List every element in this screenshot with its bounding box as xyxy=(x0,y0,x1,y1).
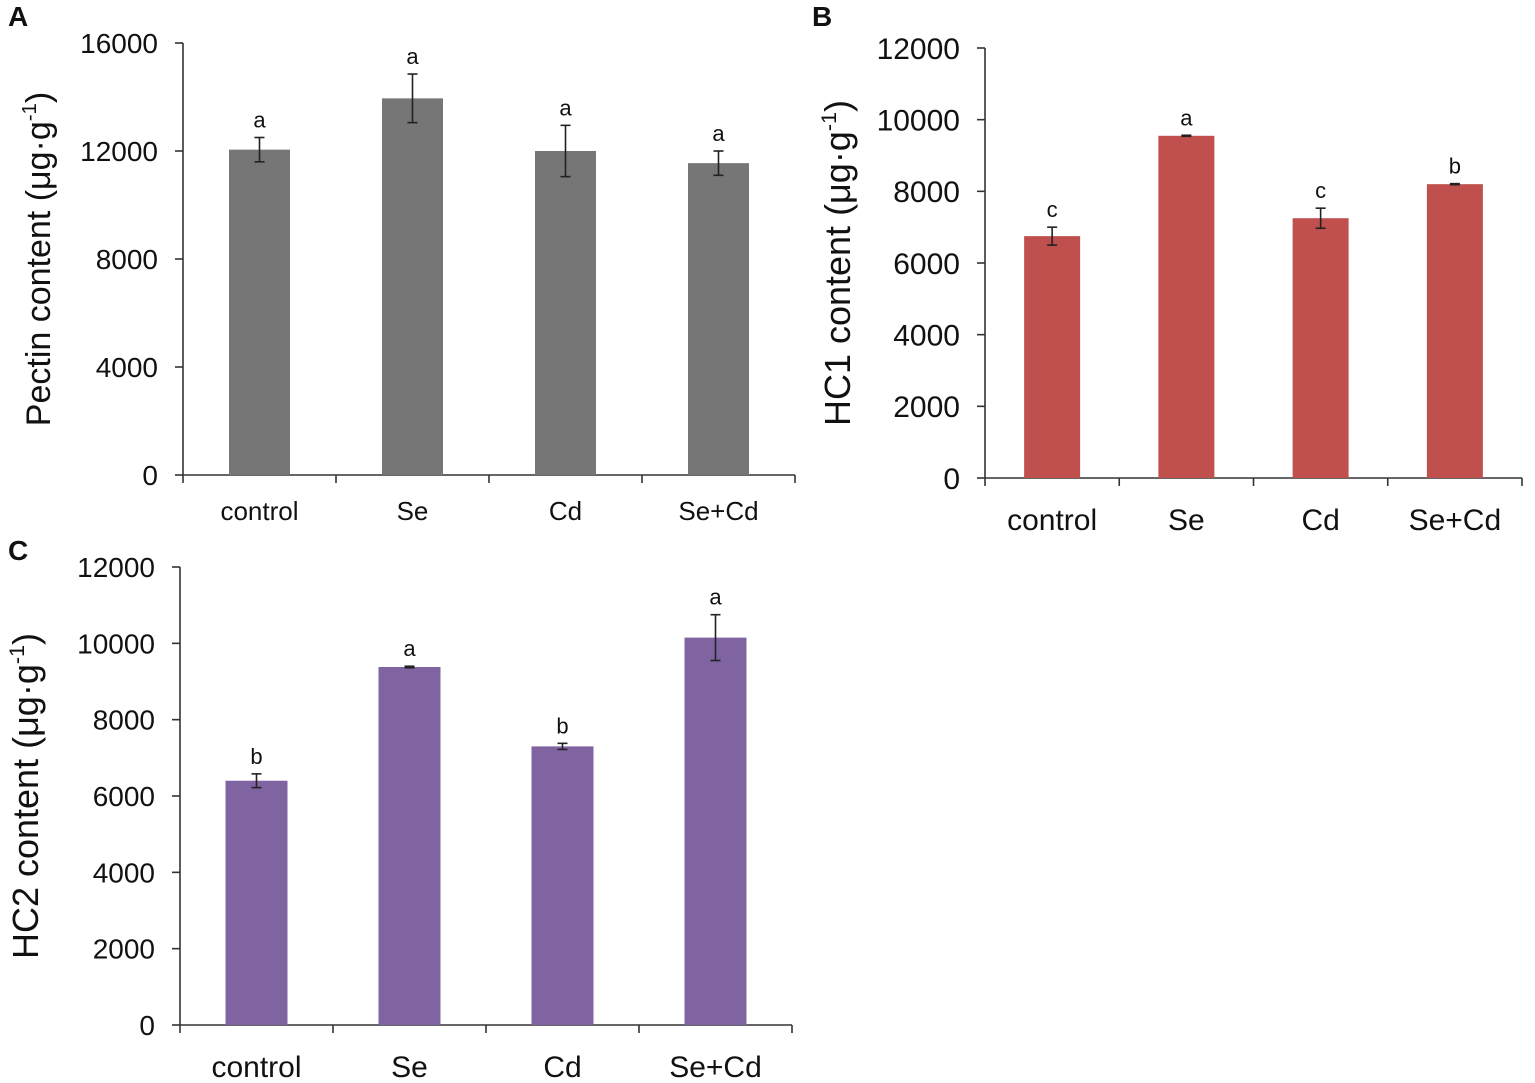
y-axis-title: HC1 content (μg·g-1) xyxy=(816,100,858,426)
y-tick-label: 2000 xyxy=(93,934,155,965)
significance-label: a xyxy=(712,121,725,146)
x-category-label: Se+Cd xyxy=(669,1051,762,1083)
bar-control xyxy=(229,149,290,475)
y-tick-label: 4000 xyxy=(96,352,158,383)
bar-se-plus-cd xyxy=(688,163,749,475)
y-tick-label: 12000 xyxy=(77,552,155,583)
bar-control xyxy=(1024,236,1081,478)
bar-se-plus-cd xyxy=(1426,184,1483,478)
significance-label: b xyxy=(556,713,568,738)
bar-cd xyxy=(1292,218,1349,479)
y-tick-label: 0 xyxy=(142,460,158,491)
panel-letter: C xyxy=(8,535,28,566)
panel-a: A 0 4000 8000 12000 16000 a control a Se a Cd a Se+Cd… xyxy=(8,1,796,526)
significance-label: b xyxy=(1449,154,1461,179)
panel-letter: B xyxy=(812,1,832,32)
significance-label: a xyxy=(403,636,416,661)
significance-label: a xyxy=(559,95,572,120)
x-category-label: control xyxy=(220,496,298,526)
significance-label: b xyxy=(250,744,262,769)
y-tick-label: 16000 xyxy=(80,28,158,59)
y-tick-label: 10000 xyxy=(877,104,960,137)
significance-label: a xyxy=(1180,105,1193,130)
bar-se xyxy=(382,98,443,475)
significance-label: a xyxy=(709,585,722,610)
bar-control xyxy=(225,780,288,1025)
y-tick-label: 0 xyxy=(139,1010,155,1041)
y-tick-label: 10000 xyxy=(77,628,155,659)
y-tick-label: 4000 xyxy=(93,857,155,888)
panel-c: C 0 2000 4000 6000 8000 10000 12000 b control a Se b… xyxy=(4,535,793,1083)
significance-label: a xyxy=(253,108,266,133)
x-category-label: Se xyxy=(391,1051,428,1083)
bar-cd xyxy=(535,151,596,475)
y-tick-label: 8000 xyxy=(96,244,158,275)
bar-se xyxy=(1158,135,1215,478)
x-category-label: control xyxy=(1007,504,1097,537)
y-tick-label: 4000 xyxy=(893,319,960,352)
bar-se-plus-cd xyxy=(684,637,747,1025)
panel-b: B 0 2000 4000 6000 8000 10000 12000 c control a Se c… xyxy=(812,1,1523,537)
x-category-label: Cd xyxy=(1301,504,1339,537)
y-tick-label: 2000 xyxy=(893,391,960,424)
bar-se xyxy=(378,666,441,1025)
y-tick-label: 8000 xyxy=(893,176,960,209)
y-tick-label: 6000 xyxy=(93,781,155,812)
y-tick-label: 12000 xyxy=(80,136,158,167)
x-category-label: Se xyxy=(1168,504,1205,537)
panel-letter: A xyxy=(8,1,28,32)
x-category-label: Se xyxy=(397,496,429,526)
y-tick-label: 12000 xyxy=(877,33,960,66)
x-category-label: Se+Cd xyxy=(1409,504,1502,537)
x-category-label: Cd xyxy=(549,496,582,526)
y-tick-label: 6000 xyxy=(893,248,960,281)
x-category-label: Se+Cd xyxy=(678,496,758,526)
y-axis-title: HC2 content (μg·g-1) xyxy=(4,633,46,959)
x-category-label: Cd xyxy=(543,1051,581,1083)
significance-label: c xyxy=(1047,197,1058,222)
bar-cd xyxy=(531,746,594,1025)
significance-label: c xyxy=(1315,178,1326,203)
significance-label: a xyxy=(406,44,419,69)
y-tick-label: 0 xyxy=(943,463,960,496)
x-category-label: control xyxy=(211,1051,301,1083)
y-tick-label: 8000 xyxy=(93,705,155,736)
y-axis-title: Pectin content (μg·g-1) xyxy=(19,92,58,426)
